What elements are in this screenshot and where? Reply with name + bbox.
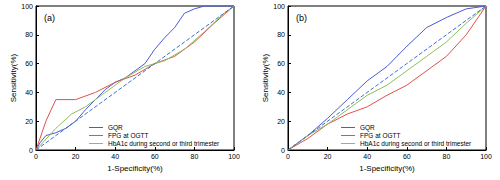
svg-text:80: 80 [191, 153, 199, 160]
svg-text:0: 0 [34, 153, 38, 160]
svg-text:FPG at OGTT: FPG at OGTT [108, 132, 148, 139]
svg-text:HbA1c during second or third t: HbA1c during second or third trimester [360, 140, 472, 148]
svg-text:60: 60 [151, 153, 159, 160]
svg-text:1-Specificity(%): 1-Specificity(%) [107, 164, 163, 173]
svg-text:0: 0 [281, 147, 285, 154]
svg-text:1-Specificity(%): 1-Specificity(%) [359, 164, 415, 173]
svg-text:100: 100 [480, 153, 492, 160]
svg-text:20: 20 [72, 153, 80, 160]
svg-text:80: 80 [25, 31, 33, 38]
svg-text:60: 60 [403, 153, 411, 160]
svg-text:40: 40 [111, 153, 119, 160]
svg-text:0: 0 [29, 147, 33, 154]
svg-text:Sensitivity(%): Sensitivity(%) [9, 53, 18, 102]
svg-text:80: 80 [277, 31, 285, 38]
svg-text:FPG at OGTT: FPG at OGTT [360, 132, 400, 139]
svg-text:20: 20 [324, 153, 332, 160]
svg-text:HbA1c during second or third t: HbA1c during second or third trimester [108, 140, 220, 148]
svg-text:(b): (b) [296, 13, 307, 23]
svg-text:60: 60 [277, 60, 285, 67]
svg-text:GQR: GQR [108, 124, 123, 132]
svg-text:100: 100 [21, 3, 33, 10]
svg-text:20: 20 [25, 118, 33, 125]
svg-text:0: 0 [286, 153, 290, 160]
svg-text:60: 60 [25, 60, 33, 67]
svg-text:20: 20 [277, 118, 285, 125]
svg-text:40: 40 [363, 153, 371, 160]
svg-text:40: 40 [277, 89, 285, 96]
svg-text:100: 100 [273, 3, 285, 10]
svg-text:40: 40 [25, 89, 33, 96]
svg-text:GQR: GQR [360, 124, 375, 132]
svg-text:100: 100 [228, 153, 240, 160]
svg-text:(a): (a) [44, 13, 55, 23]
svg-text:Sensitivity(%): Sensitivity(%) [261, 53, 270, 102]
svg-text:80: 80 [443, 153, 451, 160]
